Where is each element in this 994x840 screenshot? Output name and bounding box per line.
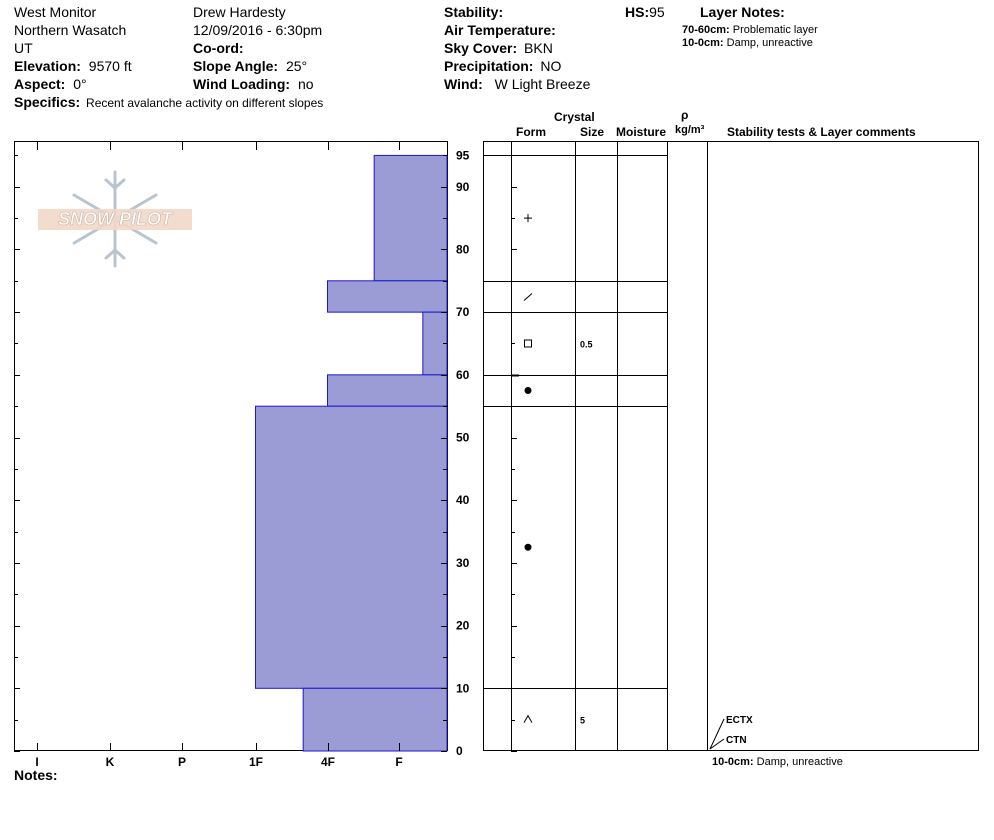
hardness-bar xyxy=(302,687,448,752)
crystal-form-caret xyxy=(523,714,533,723)
hs-value: 95 xyxy=(649,4,665,20)
wind-loading-value: no xyxy=(297,76,314,92)
slope-angle-label: Slope Angle: xyxy=(193,58,279,74)
depth-label: 0 xyxy=(456,744,463,758)
observer-name: Drew Hardesty xyxy=(193,4,286,20)
precipitation-row: Precipitation: NO xyxy=(444,57,561,75)
coord-label: Co-ord: xyxy=(193,40,244,56)
sky-cover-label: Sky Cover: xyxy=(444,40,518,56)
wind-loading-row: Wind Loading: no xyxy=(193,75,314,93)
layer-note: 70-60cm: Problematic layer xyxy=(682,24,818,37)
hardness-bar xyxy=(255,405,448,689)
notes-label: Notes: xyxy=(14,767,58,783)
depth-label: 20 xyxy=(456,619,470,633)
stability-label: Stability: xyxy=(444,4,504,20)
moisture-header: Moisture xyxy=(616,125,667,139)
specifics-label: Specifics: xyxy=(14,94,81,110)
stability-test-label: CTN xyxy=(726,735,747,746)
wind-row: Wind: W Light Breeze xyxy=(444,75,590,93)
layer-note: 10-0cm: Damp, unreactive xyxy=(682,37,813,50)
layer-note-range: 70-60cm: xyxy=(682,24,730,36)
hardness-category-label: K xyxy=(106,755,115,769)
air-temperature-label: Air Temperature: xyxy=(444,22,556,38)
crystal-form-dot xyxy=(524,387,532,395)
depth-label: 90 xyxy=(456,180,470,194)
hardness-category-label: F xyxy=(395,755,402,769)
depth-label: 50 xyxy=(456,431,470,445)
hardness-bar xyxy=(327,280,448,313)
precipitation-value: NO xyxy=(540,58,562,74)
depth-label: 80 xyxy=(456,242,470,256)
depth-label: 40 xyxy=(456,493,470,507)
specifics-value: Recent avalanche activity on different s… xyxy=(86,96,324,110)
wind-label: Wind: xyxy=(444,76,483,92)
specifics-row: Specifics: Recent avalanche activity on … xyxy=(14,93,323,111)
stability-test-pointer xyxy=(709,718,725,750)
hardness-category-label: 4F xyxy=(321,755,335,769)
hs-row: HS:95 xyxy=(625,3,665,21)
layer-note-text: Problematic layer xyxy=(732,24,818,36)
density-symbol: ρ xyxy=(681,108,689,122)
bottom-comment-range: 10-0cm: xyxy=(712,756,754,768)
crystal-size: 0.5 xyxy=(580,339,593,349)
logo-text: SNOW PILOT xyxy=(58,209,174,229)
sky-cover-row: Sky Cover: BKN xyxy=(444,39,553,57)
wind-loading-label: Wind Loading: xyxy=(193,76,291,92)
hardness-bar xyxy=(373,154,448,282)
precipitation-label: Precipitation: xyxy=(444,58,534,74)
crystal-header: Crystal xyxy=(554,110,595,124)
layer-table-frame xyxy=(483,141,979,751)
crystal-form-slash xyxy=(523,293,533,301)
layer-notes-title: Layer Notes: xyxy=(700,4,785,20)
stability-test-label: ECTX xyxy=(726,715,753,726)
depth-label: 10 xyxy=(456,681,470,695)
depth-label: 30 xyxy=(456,556,470,570)
sky-cover-value: BKN xyxy=(524,40,553,56)
elevation-row: Elevation: 9570 ft xyxy=(14,57,132,75)
depth-label: 95 xyxy=(456,148,470,162)
stability-test-pointer xyxy=(709,738,725,750)
elevation-value: 9570 ft xyxy=(88,58,132,74)
mountain-range: Northern Wasatch xyxy=(14,22,127,38)
bottom-comment-text: Damp, unreactive xyxy=(756,756,843,768)
layer-note-text: Damp, unreactive xyxy=(726,37,813,49)
elevation-label: Elevation: xyxy=(14,58,81,74)
hardness-bar xyxy=(422,311,448,376)
aspect-row: Aspect: 0° xyxy=(14,75,87,93)
aspect-value: 0° xyxy=(73,76,87,92)
depth-label: 70 xyxy=(456,305,470,319)
snowpilot-logo: SNOW PILOT xyxy=(38,170,192,268)
wind-value: W Light Breeze xyxy=(494,76,591,92)
aspect-label: Aspect: xyxy=(14,76,66,92)
hardness-category-label: I xyxy=(35,755,38,769)
observation-datetime: 12/09/2016 - 6:30pm xyxy=(193,22,323,38)
depth-label: 60 xyxy=(456,368,470,382)
layer-note-range: 10-0cm: xyxy=(682,37,724,49)
form-header: Form xyxy=(516,125,546,139)
stability-comments-header: Stability tests & Layer comments xyxy=(727,125,916,139)
hardness-bar xyxy=(327,374,448,407)
hs-label: HS: xyxy=(625,4,650,20)
bottom-layer-comment: 10-0cm: Damp, unreactive xyxy=(712,756,843,769)
slope-angle-value: 25° xyxy=(285,58,308,74)
density-unit: kg/m³ xyxy=(675,124,705,136)
crystal-form-square xyxy=(524,339,532,348)
crystal-size: 5 xyxy=(580,716,585,726)
hardness-category-label: 1F xyxy=(249,755,263,769)
location-name: West Monitor xyxy=(14,4,97,20)
slope-angle-row: Slope Angle: 25° xyxy=(193,57,307,75)
hardness-category-label: P xyxy=(178,755,186,769)
size-header: Size xyxy=(580,125,605,139)
state: UT xyxy=(14,40,33,56)
crystal-form-dot xyxy=(524,543,532,551)
